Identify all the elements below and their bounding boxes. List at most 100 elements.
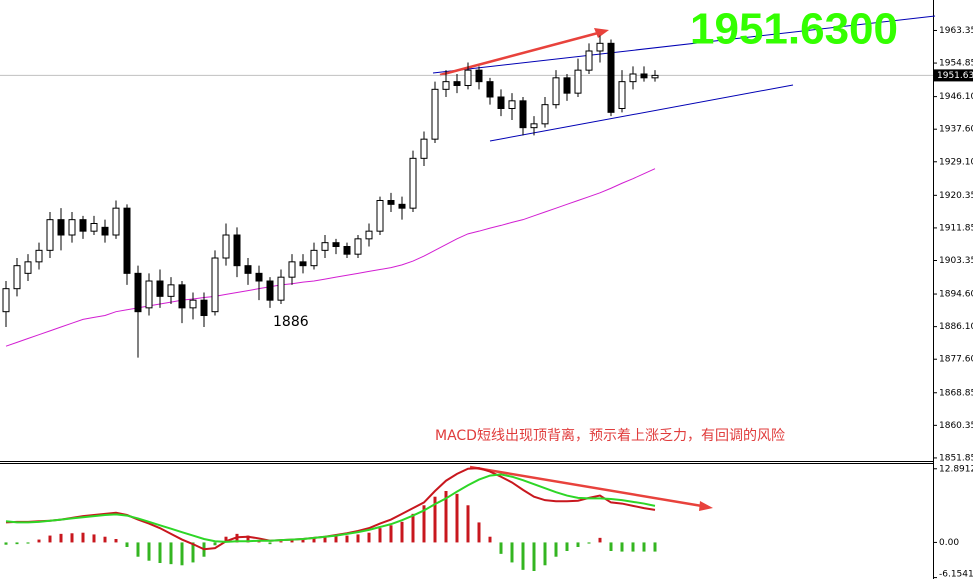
- y-tick-label: 1954.85: [939, 59, 973, 69]
- candle-body: [13, 265, 21, 290]
- candle-body: [200, 299, 208, 317]
- histogram-bar: [158, 542, 162, 563]
- y-tick-label: 1911.85: [939, 223, 973, 233]
- histogram-bar: [114, 539, 118, 543]
- candle-body: [2, 288, 10, 313]
- candle-body: [376, 200, 384, 232]
- candle-body: [299, 261, 307, 267]
- candle-body: [24, 261, 32, 274]
- histogram-bar: [620, 542, 624, 552]
- candle-body: [596, 42, 604, 52]
- histogram-bar: [510, 542, 514, 563]
- histogram-bar: [279, 541, 283, 543]
- histogram-bar: [400, 521, 404, 543]
- histogram-bar: [301, 539, 305, 543]
- candle-body: [563, 77, 571, 94]
- annotation-low: 1886: [273, 314, 309, 330]
- candle-body: [167, 284, 175, 297]
- histogram-bar: [312, 537, 316, 543]
- histogram-bar: [180, 542, 184, 566]
- histogram-bar: [653, 542, 657, 552]
- histogram-bar: [356, 534, 360, 543]
- candle-body: [189, 299, 197, 309]
- candle-body: [442, 81, 450, 90]
- candle-body: [464, 69, 472, 86]
- candle-body: [68, 219, 76, 236]
- y-tick-label: 1877.60: [939, 355, 973, 365]
- y-tick-label: 1851.85: [939, 453, 973, 463]
- histogram-bar: [48, 535, 52, 543]
- histogram-bar: [499, 542, 503, 554]
- candle-body: [222, 234, 230, 259]
- candle-body: [519, 100, 527, 129]
- candle-body: [332, 242, 340, 248]
- y-tick-label: 1894.60: [939, 290, 973, 300]
- histogram-bar: [631, 542, 635, 552]
- candle-body: [321, 242, 329, 251]
- candle-body: [431, 88, 439, 140]
- candle-body: [233, 234, 241, 267]
- histogram-bar: [576, 542, 580, 547]
- candle-body: [35, 249, 43, 263]
- histogram-bar: [15, 542, 19, 545]
- histogram-bar: [455, 493, 459, 543]
- histogram-bar: [103, 536, 107, 543]
- last-price-box: [934, 69, 973, 82]
- candle-body: [640, 73, 648, 79]
- histogram-bar: [169, 542, 173, 565]
- candle-body: [409, 157, 417, 209]
- histogram-bar: [598, 537, 602, 543]
- histogram-bar: [59, 533, 63, 543]
- candle-body: [244, 265, 252, 274]
- candle-body: [607, 42, 615, 113]
- candle-body: [420, 138, 428, 159]
- histogram-bar: [488, 536, 492, 543]
- histogram-bar: [521, 542, 525, 570]
- histogram-bar: [26, 542, 30, 544]
- histogram-bar: [246, 535, 250, 543]
- candle-body: [618, 81, 626, 109]
- histogram-bar: [81, 532, 85, 543]
- histogram-bar: [367, 532, 371, 543]
- y-tick-label: 1937.60: [939, 125, 973, 135]
- y-tick-label: 1963.35: [939, 26, 973, 36]
- candle-body: [101, 226, 109, 236]
- candle-body: [585, 50, 593, 71]
- histogram-bar: [609, 542, 613, 551]
- y-tick-label: 1946.10: [939, 92, 973, 102]
- histogram-bar: [642, 542, 646, 552]
- histogram-bar: [378, 528, 382, 543]
- macd-line: [5, 473, 656, 543]
- histogram-bar: [92, 534, 96, 543]
- y-tick-label: 1886.10: [939, 322, 973, 332]
- candle-body: [288, 261, 296, 278]
- y-tick-label: 1920.35: [939, 191, 973, 201]
- histogram-bar: [345, 535, 349, 543]
- candle-body: [475, 69, 483, 83]
- histogram-bar: [334, 536, 338, 543]
- histogram-bar: [466, 505, 470, 543]
- candle-body: [211, 257, 219, 313]
- channel-upper: [432, 15, 936, 74]
- candle-body: [134, 272, 142, 313]
- candle-body: [57, 219, 65, 236]
- histogram-bar: [290, 540, 294, 543]
- arrow-top: [439, 28, 609, 77]
- histogram-bar: [422, 505, 426, 543]
- histogram-bar: [213, 542, 217, 546]
- histogram-bar: [554, 542, 558, 557]
- histogram-bar: [268, 542, 272, 545]
- big-price: 1951.6300: [690, 5, 898, 54]
- histogram-bar: [323, 536, 327, 543]
- candle-body: [354, 238, 362, 255]
- y-tick-label: 1929.10: [939, 157, 973, 167]
- candle-body: [651, 74, 659, 79]
- candle-body: [541, 104, 549, 125]
- candle-body: [112, 207, 120, 236]
- candle-body: [365, 230, 373, 240]
- candle-body: [629, 73, 637, 83]
- candle-body: [486, 81, 494, 98]
- histogram-bar: [565, 542, 569, 551]
- candle-body: [90, 223, 98, 232]
- y-tick-label: 1868.85: [939, 388, 973, 398]
